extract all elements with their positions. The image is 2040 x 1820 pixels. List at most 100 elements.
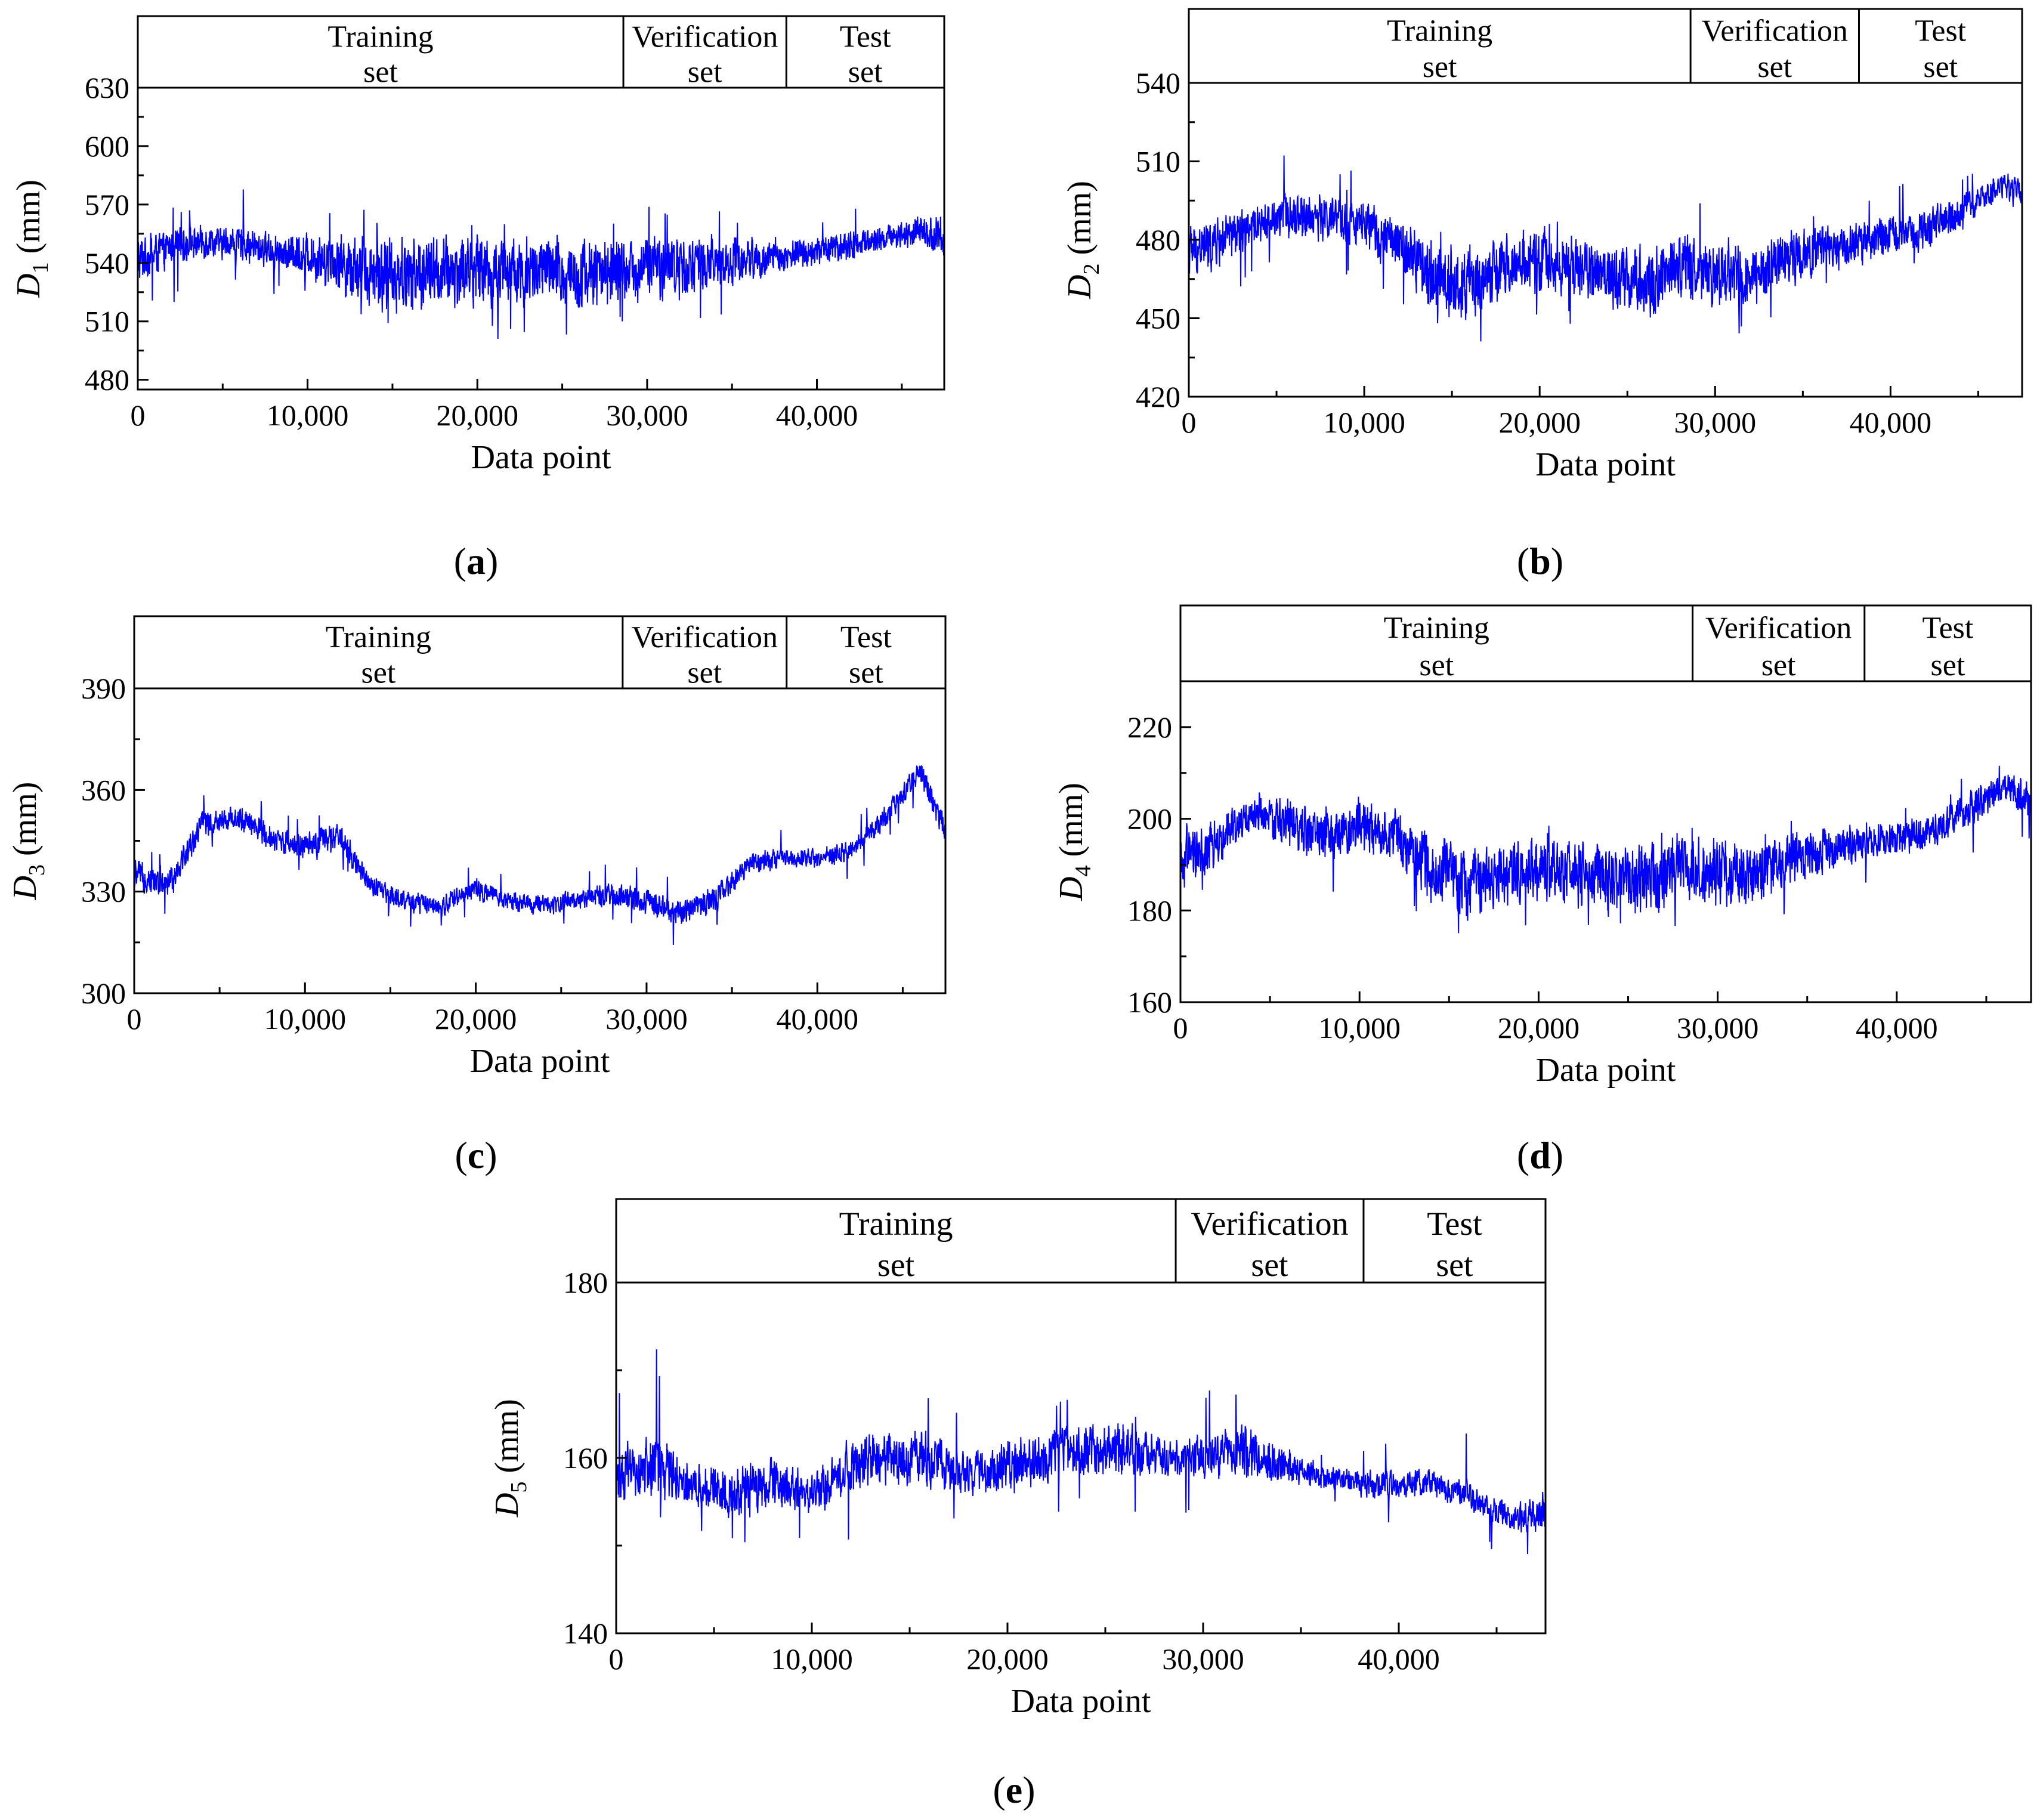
chart-panel-e: Training set Verification set Test set 0 10,000… — [489, 1198, 1547, 1811]
y-axis-title: D2 (mm) — [1061, 181, 1104, 299]
y-tick-label: 630 — [85, 71, 129, 104]
y-axis-unit: (mm) — [10, 180, 47, 262]
segment-label-line2: set — [1423, 50, 1457, 84]
segment-label-line2: set — [1436, 1247, 1473, 1284]
segment-label: Test — [1427, 1206, 1482, 1243]
segment-band-frame-b — [1188, 8, 2023, 84]
y-axis-variable: D — [10, 273, 47, 298]
segment-label: Verification — [632, 620, 778, 654]
panel-label-open: ( — [993, 1769, 1005, 1811]
y-axis-unit: (mm) — [7, 782, 44, 864]
panel-label-close: ) — [486, 540, 498, 582]
segment-label: Verification — [1705, 611, 1852, 645]
x-tick-label: 30,000 — [605, 1002, 688, 1036]
segment-label-line2: set — [687, 656, 722, 690]
y-tick-label: 540 — [85, 246, 129, 280]
y-tick-label: 600 — [85, 129, 129, 163]
series-line-c — [134, 765, 945, 945]
x-axis-c: 0 10,000 20,000 30,000 40,000 Data point — [127, 982, 904, 1080]
x-tick-label: 20,000 — [966, 1642, 1049, 1676]
x-axis-a: 0 10,000 20,000 30,000 40,000 Data point — [131, 379, 903, 476]
series-line-d — [1180, 765, 2031, 934]
segment-label-line2: set — [361, 656, 396, 690]
series-line-e — [616, 1349, 1546, 1555]
panel-label-close: ) — [1551, 540, 1563, 582]
panel-label-close: ) — [1022, 1769, 1035, 1811]
segment-label-line2: set — [688, 55, 722, 89]
panel-label-c: (c) — [455, 1134, 497, 1176]
x-tick-label: 0 — [609, 1642, 624, 1676]
y-axis-d: 160 180 200 220 D4 (mm) — [1053, 680, 1191, 1019]
segment-label: Training — [1384, 611, 1489, 645]
x-axis-d: 0 10,000 20,000 30,000 40,000 Data point — [1173, 991, 1988, 1089]
x-tick-label: 40,000 — [1358, 1642, 1440, 1676]
series-line-a — [138, 189, 944, 339]
series-line-b — [1189, 155, 2022, 342]
panel-label-letter: e — [1006, 1769, 1022, 1811]
segment-label: Verification — [632, 20, 778, 54]
segment-band-frame-e — [615, 1198, 1547, 1284]
y-tick-label: 200 — [1127, 802, 1172, 836]
x-tick-label: 0 — [127, 1002, 142, 1036]
y-axis-unit: (mm) — [1061, 181, 1098, 263]
segment-label: Training — [327, 20, 433, 54]
panel-label-letter: a — [466, 540, 486, 582]
x-tick-label: 10,000 — [264, 1002, 347, 1036]
y-tick-label: 450 — [1136, 302, 1180, 335]
segment-label: Verification — [1702, 14, 1848, 48]
x-axis-title: Data point — [1011, 1683, 1151, 1720]
y-tick-label: 220 — [1127, 710, 1172, 744]
segment-label-line2: set — [1931, 648, 1965, 682]
y-tick-label: 540 — [1136, 66, 1180, 100]
panel-label-letter: b — [1529, 540, 1551, 582]
y-axis-variable: D — [7, 876, 44, 900]
y-tick-label: 570 — [85, 188, 129, 221]
segment-label-line2: set — [1251, 1247, 1288, 1284]
segment-label-line2: set — [1761, 648, 1796, 682]
panel-label-d: (d) — [1517, 1134, 1563, 1176]
panel-label-open: ( — [455, 1134, 467, 1176]
panel-label-open: ( — [454, 540, 466, 582]
x-axis-title: Data point — [470, 1043, 610, 1080]
panel-label-e: (e) — [993, 1769, 1035, 1811]
segment-band-frame-a — [137, 15, 945, 89]
y-axis-variable: D — [489, 1493, 526, 1517]
panel-label-open: ( — [1517, 1134, 1529, 1176]
x-tick-label: 0 — [1182, 406, 1197, 439]
x-tick-label: 30,000 — [1674, 406, 1757, 439]
y-axis-unit: (mm) — [1053, 783, 1090, 865]
y-axis-unit: (mm) — [489, 1399, 526, 1481]
y-axis-a: 480 510 540 570 600 630 D1 (mm) — [10, 71, 149, 397]
y-axis-subscript: 2 — [1079, 263, 1104, 274]
x-tick-label: 10,000 — [267, 398, 349, 432]
y-axis-e: 140 160 180 D5 (mm) — [489, 1266, 627, 1650]
segment-label: Verification — [1191, 1206, 1348, 1243]
y-axis-subscript: 5 — [506, 1481, 531, 1493]
x-axis-title: Data point — [471, 439, 611, 476]
panel-label-letter: d — [1529, 1134, 1551, 1176]
x-tick-label: 0 — [1173, 1011, 1188, 1045]
segment-label-line2: set — [877, 1247, 915, 1284]
y-axis-subscript: 4 — [1071, 865, 1096, 876]
y-tick-label: 160 — [563, 1441, 608, 1475]
x-tick-label: 40,000 — [1850, 406, 1932, 439]
y-tick-label: 180 — [563, 1266, 608, 1299]
segment-label: Test — [840, 20, 891, 54]
y-tick-label: 360 — [81, 773, 126, 807]
y-axis-variable: D — [1061, 274, 1098, 299]
y-axis-variable: D — [1053, 876, 1090, 901]
y-axis-c: 300 330 360 390 D3 (mm) — [7, 672, 145, 1010]
x-axis-title: Data point — [1536, 1052, 1676, 1089]
x-axis-e: 0 10,000 20,000 30,000 40,000 Data point — [609, 1623, 1498, 1720]
y-tick-label: 510 — [1136, 145, 1180, 178]
segment-band-e: Training set Verification set Test set — [615, 1198, 1547, 1284]
segment-label: Test — [840, 620, 892, 654]
segment-band-frame-c — [133, 615, 947, 690]
